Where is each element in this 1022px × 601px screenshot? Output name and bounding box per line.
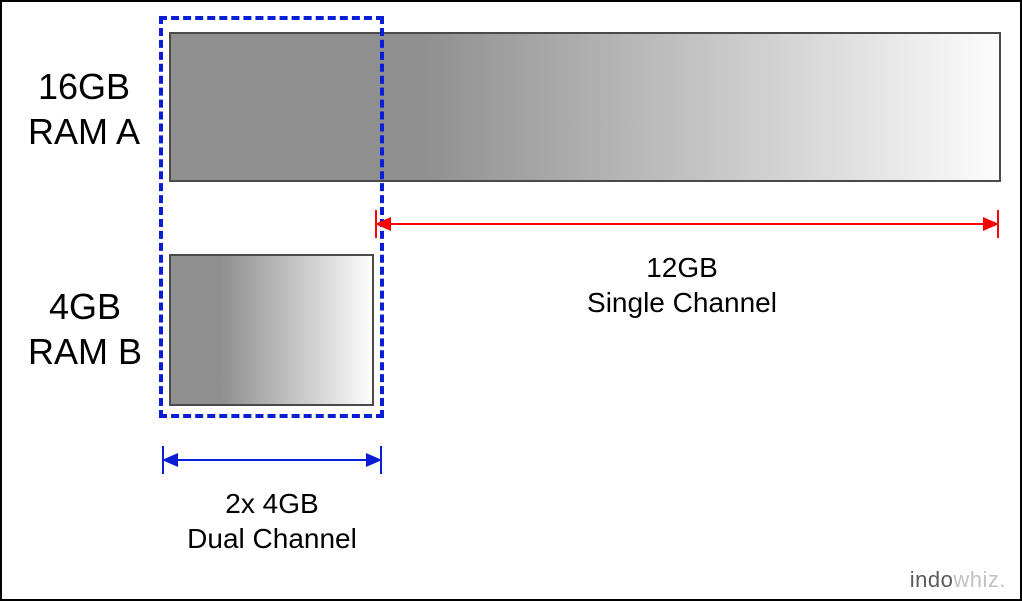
ram-b-label: 4GB RAM B: [20, 284, 150, 374]
ram-b-size: 4GB: [49, 286, 121, 327]
watermark-main: indo: [910, 567, 954, 592]
dim-tick: [375, 210, 377, 238]
diagram-canvas: 16GB RAM A 4GB RAM B 12GB Single Channel…: [0, 0, 1022, 601]
ram-a-name: RAM A: [28, 111, 140, 152]
dim-tick: [162, 446, 164, 474]
ram-b-name: RAM B: [28, 331, 142, 372]
dim-tick: [997, 210, 999, 238]
watermark: indowhiz.: [910, 567, 1006, 593]
dim-dual-mode: Dual Channel: [187, 523, 357, 554]
dim-line: [178, 459, 366, 461]
dim-tick: [380, 446, 382, 474]
ram-a-label: 16GB RAM A: [14, 64, 154, 154]
dual-channel-box: [159, 16, 384, 418]
dim-single-mode: Single Channel: [587, 287, 777, 318]
arrow-left-icon: [375, 217, 391, 231]
dim-dual-size: 2x 4GB: [225, 488, 318, 519]
ram-a-size: 16GB: [38, 66, 130, 107]
dim-dual-label: 2x 4GB Dual Channel: [162, 486, 382, 556]
dim-single-label: 12GB Single Channel: [542, 250, 822, 320]
dim-single-size: 12GB: [646, 252, 718, 283]
arrow-left-icon: [162, 453, 178, 467]
dim-line: [391, 223, 983, 225]
watermark-suffix: whiz.: [953, 567, 1006, 592]
